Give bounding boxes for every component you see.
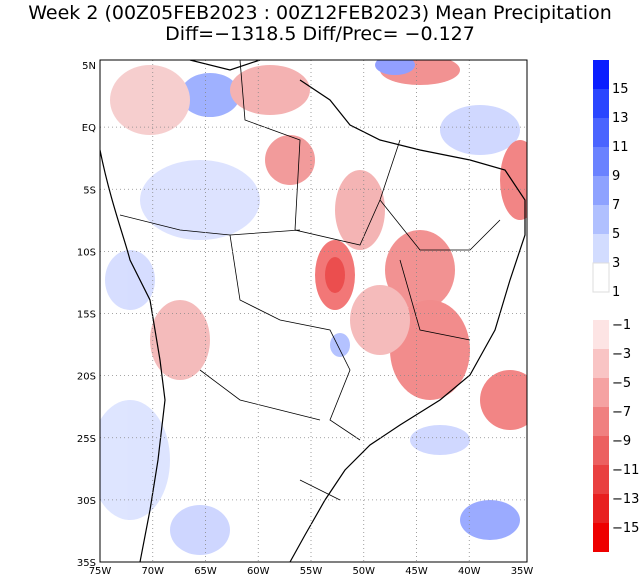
map-frame [99,59,528,563]
colorbar-label: −13 [612,492,639,507]
colorbar-label: 11 [612,140,629,155]
colorbar-label: −9 [612,434,631,449]
lat-label: 25S [77,434,96,445]
lon-label: 55W [300,566,323,576]
colorbar-label: 1 [612,285,620,300]
colorbar-box [593,378,609,407]
colorbar-label: −7 [612,405,631,420]
colorbar-label: 13 [612,111,629,126]
colorbar-label: −1 [612,318,631,333]
lon-label: 60W [247,566,270,576]
colorbar-label: −3 [612,347,631,362]
lat-label: 10S [77,247,96,258]
colorbar-box [593,147,609,176]
colorbar-box [593,407,609,436]
lat-label: 5S [83,185,96,196]
colorbar-label: −5 [612,376,631,391]
lon-label: 70W [141,566,164,576]
colorbar-label: −15 [612,521,639,536]
colorbar-label: 9 [612,169,620,184]
lat-label: 30S [77,496,96,507]
lat-label: 5N [82,61,96,72]
colorbar-box [592,262,610,293]
colorbar-box [593,320,609,349]
lon-label: 65W [194,566,217,576]
precip-field [100,60,527,562]
lat-label: 20S [77,372,96,383]
colorbar-box [593,349,609,378]
colorbar-box [593,89,609,118]
colorbar-box [593,494,609,523]
colorbar-label: 15 [612,82,629,97]
colorbar-label: 7 [612,198,620,213]
colorbar-box [593,60,609,89]
colorbar-box [593,465,609,494]
colorbar-box [593,234,609,263]
colorbar-box [593,118,609,147]
colorbar-label: 5 [612,227,620,242]
colorbar: 15 13 11 9 7 5 3 1 −1 −3 −5 −7 −9 −11 −13 −15 [592,60,639,552]
colorbar-box [593,523,609,552]
colorbar-label: −11 [612,463,639,478]
lat-label: EQ [82,123,96,134]
colorbar-box [593,176,609,205]
lat-label: 35S [77,558,96,569]
lat-label: 15S [77,310,96,321]
title: Week 2 (00Z05FEB2023 : 00Z12FEB2023) Mea… [28,2,612,24]
lon-label: 45W [405,566,428,576]
colorbar-label: 3 [612,256,620,271]
lon-label: 75W [89,566,112,576]
lon-label: 40W [458,566,481,576]
lon-label: 35W [511,566,534,576]
colorbar-box [593,205,609,234]
subtitle: Diff=−1318.5 Diff/Prec= −0.127 [165,23,475,45]
colorbar-box [593,436,609,465]
lon-label: 50W [352,566,375,576]
